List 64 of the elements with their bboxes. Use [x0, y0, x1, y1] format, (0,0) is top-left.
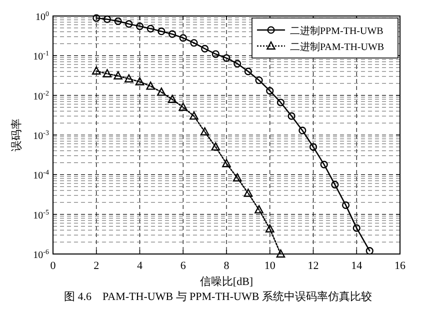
- x-tick-label: 16: [394, 260, 406, 272]
- x-tick-label: 6: [180, 260, 186, 272]
- point: [168, 94, 177, 103]
- x-tick-label: 0: [50, 260, 56, 272]
- point: [266, 87, 274, 95]
- x-tick-label: 8: [224, 260, 230, 272]
- point: [146, 24, 154, 32]
- caption: 图 4.6 PAM-TH-UWB 与 PPM-TH-UWB 系统中误码率仿真比较: [64, 290, 372, 303]
- point: [200, 127, 210, 136]
- y-tick-label: 10$^{-2}$: [33, 89, 50, 102]
- point: [352, 224, 360, 232]
- point: [222, 54, 230, 62]
- point: [298, 126, 306, 134]
- point: [254, 205, 264, 214]
- point: [222, 159, 231, 168]
- point: [234, 60, 242, 68]
- y-tick-label: 10$^{-3}$: [33, 129, 50, 142]
- point: [320, 160, 328, 168]
- y-tick-label: 10$^{-4}$: [33, 168, 50, 182]
- point: [136, 22, 144, 30]
- y-tick-label: 10$^{-6}$: [33, 248, 50, 261]
- y-tick-label: 10$^{-5}$: [33, 208, 50, 222]
- point: [190, 111, 198, 120]
- point: [157, 88, 166, 96]
- x-axis-title: 信噪比[dB]: [200, 275, 254, 288]
- point: [190, 39, 198, 47]
- point: [232, 173, 242, 182]
- point: [212, 50, 220, 58]
- y-tick-label: 10$^{0}$: [36, 10, 50, 23]
- point: [276, 249, 286, 258]
- point: [114, 71, 122, 80]
- point: [179, 34, 187, 42]
- point: [135, 77, 144, 86]
- point: [244, 188, 253, 197]
- point: [265, 224, 274, 232]
- point: [331, 180, 339, 188]
- point: [124, 74, 134, 82]
- legend-label: 二进制PPM-TH-UWB: [290, 25, 384, 37]
- point: [366, 247, 374, 255]
- x-tick-label: 12: [308, 260, 319, 272]
- x-tick-label: 14: [351, 260, 363, 272]
- point: [211, 142, 220, 151]
- point: [201, 44, 209, 52]
- y-tick-label: 10$^{-1}$: [33, 50, 50, 63]
- point: [125, 20, 133, 28]
- point: [255, 76, 263, 84]
- x-tick-label: 4: [137, 260, 143, 272]
- point: [276, 98, 285, 106]
- point: [309, 143, 318, 151]
- point: [103, 15, 112, 24]
- point: [102, 69, 112, 78]
- point: [146, 82, 155, 90]
- legend-label: 二进制PAM-TH-UWB: [290, 41, 384, 53]
- x-tick-label: 10: [264, 260, 276, 272]
- point: [288, 112, 296, 120]
- point: [168, 30, 176, 38]
- x-tick-label: 2: [94, 260, 100, 272]
- point: [244, 68, 252, 76]
- point: [342, 201, 350, 209]
- y-axis-title: 误码率: [10, 118, 23, 152]
- point: [92, 66, 101, 75]
- point: [158, 28, 166, 36]
- point: [114, 17, 122, 25]
- point: [178, 102, 188, 111]
